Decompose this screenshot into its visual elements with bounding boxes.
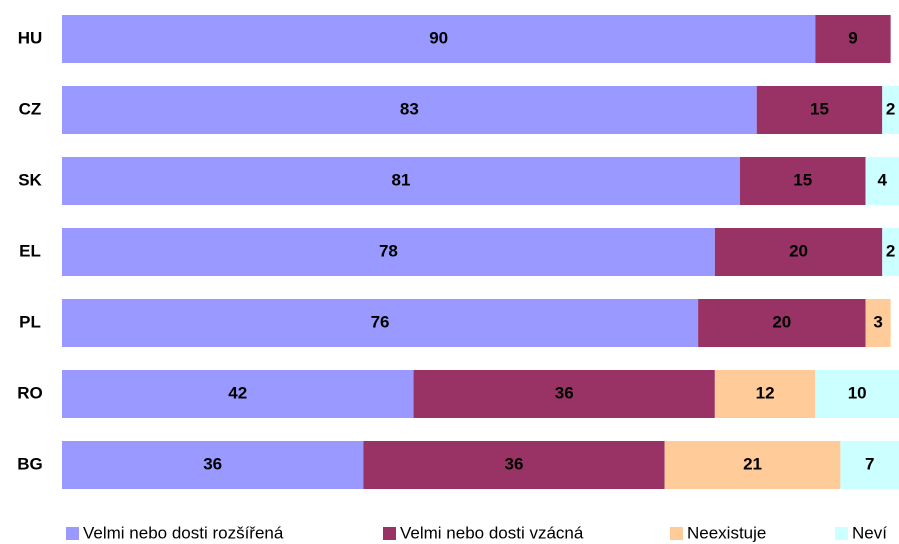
data-label: 10 <box>848 383 867 402</box>
data-label: 20 <box>772 312 791 331</box>
bar-segment <box>413 370 715 418</box>
data-label: 2 <box>886 241 895 260</box>
bar-segment <box>865 299 891 347</box>
bar-segment <box>698 299 866 347</box>
legend-swatch <box>66 527 79 540</box>
bar-segment <box>62 86 757 134</box>
data-label: 83 <box>400 99 419 118</box>
data-label: 4 <box>878 170 888 189</box>
data-label: 2 <box>886 99 895 118</box>
bar-segment <box>815 15 891 63</box>
bar-segment <box>882 228 899 276</box>
data-label: 15 <box>793 170 812 189</box>
bar-segment <box>62 299 699 347</box>
y-tick-label: PL <box>19 312 41 331</box>
y-tick-label: RO <box>17 383 43 402</box>
legend-swatch <box>383 527 396 540</box>
legend-label: Velmi nebo dosti vzácná <box>400 523 584 542</box>
bar-segment <box>714 228 883 276</box>
legend-label: Neexistuje <box>687 523 766 542</box>
bar-segment <box>739 157 866 205</box>
legend-label: Neví <box>852 523 887 542</box>
data-label: 15 <box>810 99 829 118</box>
legend-swatch <box>835 527 848 540</box>
y-tick-label: CZ <box>19 99 42 118</box>
data-label: 36 <box>203 454 222 473</box>
bar-segment <box>62 370 414 418</box>
bar-segment <box>62 228 715 276</box>
y-tick-label: BG <box>17 454 43 473</box>
y-tick-label: SK <box>18 170 42 189</box>
bar-segment <box>865 157 899 205</box>
bar-segment <box>62 15 816 63</box>
data-label: 3 <box>873 312 882 331</box>
data-label: 81 <box>392 170 411 189</box>
bar-segment <box>664 441 841 489</box>
bar-segment <box>756 86 883 134</box>
data-label: 90 <box>429 28 448 47</box>
y-tick-label: EL <box>19 241 41 260</box>
bar-segment <box>62 441 364 489</box>
data-label: 78 <box>379 241 398 260</box>
data-label: 42 <box>228 383 247 402</box>
data-label: 9 <box>848 28 857 47</box>
data-label: 21 <box>743 454 762 473</box>
y-tick-label: HU <box>18 28 43 47</box>
bar-segment <box>882 86 899 134</box>
data-label: 20 <box>789 241 808 260</box>
legend-label: Velmi nebo dosti rozšířená <box>83 523 284 542</box>
data-label: 76 <box>371 312 390 331</box>
bar-segment <box>714 370 816 418</box>
bar-segment <box>62 157 740 205</box>
data-label: 36 <box>555 383 574 402</box>
data-label: 7 <box>865 454 874 473</box>
bar-segment <box>363 441 665 489</box>
legend-swatch <box>670 527 683 540</box>
data-label: 12 <box>756 383 775 402</box>
bar-segment <box>815 370 899 418</box>
bar-segment <box>840 441 899 489</box>
data-label: 36 <box>505 454 524 473</box>
